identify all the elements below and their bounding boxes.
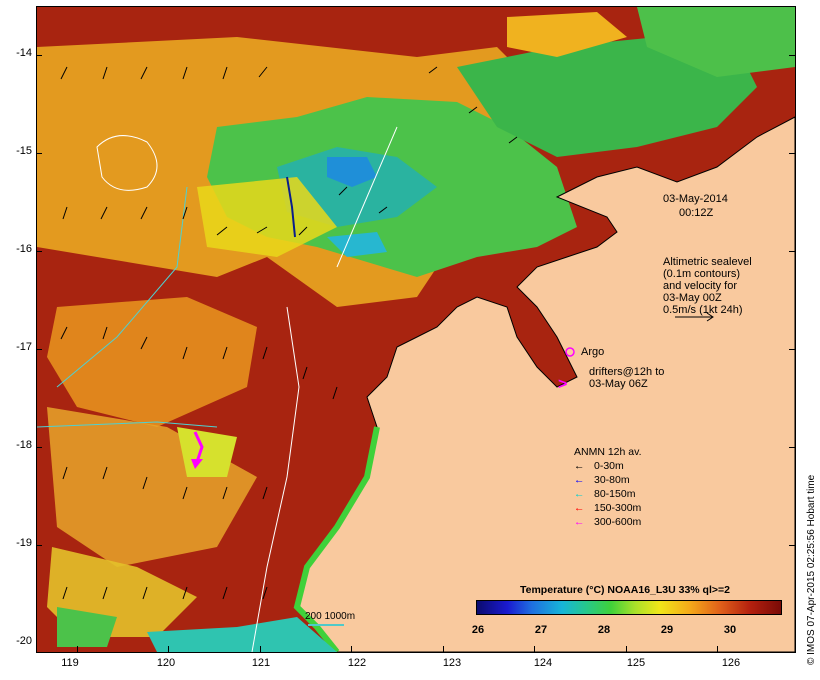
colorbar-tick: 28	[597, 624, 611, 636]
y-tick-label: -19	[16, 537, 32, 549]
x-tick-label: 120	[156, 657, 176, 669]
arrow-left-icon: ←	[574, 460, 585, 472]
x-tick	[168, 646, 169, 652]
imos-credit: © IMOS 07-Apr-2015 02:25:56 Hobart time	[806, 474, 817, 665]
arrow-left-icon: ←	[574, 474, 585, 486]
x-tick-label: 121	[251, 657, 271, 669]
legend-item-label: 30-80m	[594, 474, 630, 486]
legend-item-label: 300-600m	[594, 516, 642, 528]
arrow-left-icon: ←	[574, 488, 585, 500]
svg-text:>: >	[558, 376, 567, 393]
y-tick	[36, 251, 42, 252]
x-tick-label: 123	[442, 657, 462, 669]
temperature-colorbar	[476, 600, 782, 615]
legend-item-label: 150-300m	[594, 502, 642, 514]
y-tick-label: -20	[16, 635, 32, 647]
colorbar-tick: 30	[723, 624, 737, 636]
colorbar-tick: 26	[471, 624, 485, 636]
x-tick-label: 119	[61, 657, 79, 669]
y-tick-label: -17	[16, 341, 32, 353]
map-date: 03-May-2014	[663, 193, 728, 205]
colorbar-tick: 27	[534, 624, 548, 636]
argo-label: Argo	[581, 346, 605, 358]
depth-scale-bar	[308, 624, 344, 626]
legend-title: ANMN 12h av.	[574, 446, 642, 458]
x-tick	[260, 646, 261, 652]
colorbar-tick: 29	[660, 624, 674, 636]
legend-item-300-600m: ← 300-600m	[574, 516, 641, 528]
x-tick-label: 124	[533, 657, 553, 669]
x-tick	[534, 646, 535, 652]
x-tick	[717, 646, 718, 652]
x-tick	[77, 646, 78, 652]
y-tick	[789, 153, 795, 154]
map-time: 00:12Z	[679, 207, 714, 219]
altimetry-note-4: 03-May 00Z	[663, 292, 722, 304]
y-tick	[789, 55, 795, 56]
altimetry-note-2: (0.1m contours)	[663, 268, 741, 280]
y-tick	[789, 251, 795, 252]
arrow-left-icon: ←	[574, 516, 585, 528]
drifters-note-1: drifters@12h to	[589, 366, 665, 378]
y-tick-label: -16	[16, 243, 32, 255]
x-tick-label: 126	[721, 657, 741, 669]
sst-map[interactable]: > 03-May-2014 00:12Z Altimetric sealevel…	[36, 6, 796, 653]
y-tick	[789, 447, 795, 448]
x-tick-label: 122	[347, 657, 367, 669]
arrow-left-icon: ←	[574, 502, 585, 514]
depth-scale-label: 200 1000m	[305, 611, 356, 622]
legend-item-label: 0-30m	[594, 460, 624, 472]
legend-item-label: 80-150m	[594, 488, 636, 500]
altimetry-note-1: Altimetric sealevel	[663, 256, 752, 268]
legend-item-150-300m: ← 150-300m	[574, 502, 641, 514]
legend-item-30-80m: ← 30-80m	[574, 474, 630, 486]
x-tick	[626, 646, 627, 652]
legend-item-0-30m: ← 0-30m	[574, 460, 624, 472]
y-tick	[36, 153, 42, 154]
y-tick	[36, 447, 42, 448]
y-tick	[36, 349, 42, 350]
sst-field: >	[37, 7, 795, 652]
y-tick	[36, 545, 42, 546]
drifters-note-2: 03-May 06Z	[589, 378, 648, 390]
y-tick-label: -18	[16, 439, 32, 451]
x-tick	[443, 646, 444, 652]
altimetry-note-5: 0.5m/s (1kt 24h)	[663, 304, 743, 316]
x-tick-label: 125	[626, 657, 646, 669]
y-tick	[36, 55, 42, 56]
legend-item-80-150m: ← 80-150m	[574, 488, 635, 500]
y-tick-label: -14	[16, 47, 32, 59]
y-tick-label: -15	[16, 145, 32, 157]
colorbar-title: Temperature (°C) NOAA16_L3U 33% ql>=2	[520, 584, 730, 596]
altimetry-note-3: and velocity for	[663, 280, 737, 292]
y-tick	[789, 545, 795, 546]
y-tick	[789, 349, 795, 350]
x-tick	[351, 646, 352, 652]
